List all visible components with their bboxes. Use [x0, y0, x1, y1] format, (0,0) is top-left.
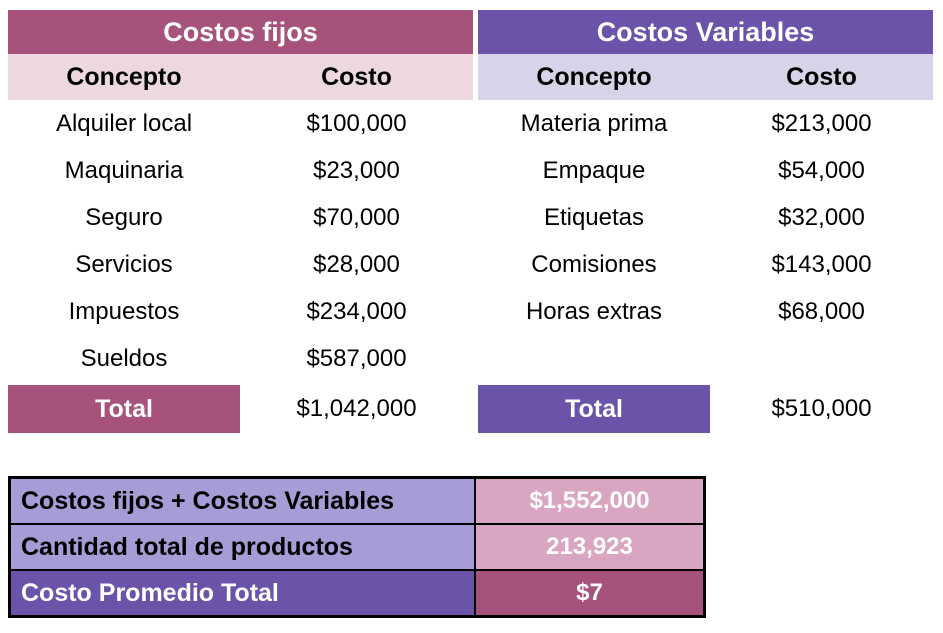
fixed-costs-table: Costos fijos Concepto Costo Alquiler loc… — [8, 10, 473, 433]
concept-cell: Comisiones — [531, 250, 657, 278]
cost-cell: $100,000 — [306, 109, 407, 137]
table-row: Seguro $70,000 — [8, 194, 473, 241]
concept-cell — [478, 335, 710, 382]
cost-cell: $70,000 — [313, 203, 400, 231]
table-row: Horas extras $68,000 — [478, 288, 933, 335]
cost-cell: $28,000 — [313, 250, 400, 278]
table-row: Sueldos $587,000 — [8, 335, 473, 382]
cost-cell: $68,000 — [778, 297, 865, 325]
variable-costs-table: Costos Variables Concepto Costo Materia … — [478, 10, 933, 433]
fixed-total-label: Total — [8, 385, 240, 433]
variable-total-value: $510,000 — [771, 395, 872, 422]
variable-total-label: Total — [478, 385, 710, 433]
fixed-costs-title: Costos fijos — [8, 10, 473, 54]
fixed-costs-column-headers: Concepto Costo — [8, 54, 473, 100]
table-row: Maquinaria $23,000 — [8, 147, 473, 194]
fixed-cost-header: Costo — [321, 62, 392, 91]
concept-cell: Materia prima — [520, 109, 668, 137]
summary-value-total-costs: $1,552,000 — [476, 479, 703, 523]
cost-cell: $32,000 — [778, 203, 865, 231]
fixed-total-value: $1,042,000 — [296, 395, 417, 422]
cost-cell: $143,000 — [771, 250, 872, 278]
fixed-concept-header: Concepto — [66, 62, 182, 91]
concept-cell: Empaque — [542, 156, 646, 184]
table-row: Servicios $28,000 — [8, 241, 473, 288]
concept-cell: Etiquetas — [543, 203, 645, 231]
concept-cell: Sueldos — [80, 344, 168, 372]
summary-label-average-cost: Costo Promedio Total — [11, 571, 474, 615]
variable-costs-total-row: Total $510,000 — [478, 385, 933, 433]
table-row: Alquiler local $100,000 — [8, 100, 473, 147]
cost-cell: $213,000 — [771, 109, 872, 137]
summary-label-product-quantity: Cantidad total de productos — [11, 525, 474, 569]
cost-cell: $23,000 — [313, 156, 400, 184]
table-row: Empaque $54,000 — [478, 147, 933, 194]
table-row: Etiquetas $32,000 — [478, 194, 933, 241]
empty-row — [478, 335, 933, 382]
summary-table: Costos fijos + Costos Variables $1,552,0… — [8, 476, 706, 618]
table-row: Impuestos $234,000 — [8, 288, 473, 335]
cost-cell: $234,000 — [306, 297, 407, 325]
concept-cell: Horas extras — [525, 297, 663, 325]
concept-cell: Maquinaria — [64, 156, 184, 184]
table-row: Comisiones $143,000 — [478, 241, 933, 288]
concept-cell: Servicios — [75, 250, 173, 278]
concept-cell: Seguro — [85, 203, 163, 231]
variable-concept-header: Concepto — [536, 62, 652, 91]
cost-cell: $54,000 — [778, 156, 865, 184]
variable-cost-header: Costo — [786, 62, 857, 91]
cost-cell — [710, 335, 933, 382]
fixed-costs-total-row: Total $1,042,000 — [8, 385, 473, 433]
table-row: Materia prima $213,000 — [478, 100, 933, 147]
concept-cell: Impuestos — [68, 297, 180, 325]
concept-cell: Alquiler local — [55, 109, 193, 137]
variable-costs-column-headers: Concepto Costo — [478, 54, 933, 100]
summary-value-average-cost: $7 — [476, 571, 703, 615]
summary-value-product-quantity: 213,923 — [476, 525, 703, 569]
summary-label-total-costs: Costos fijos + Costos Variables — [11, 479, 474, 523]
cost-cell: $587,000 — [306, 344, 407, 372]
variable-costs-title: Costos Variables — [478, 10, 933, 54]
